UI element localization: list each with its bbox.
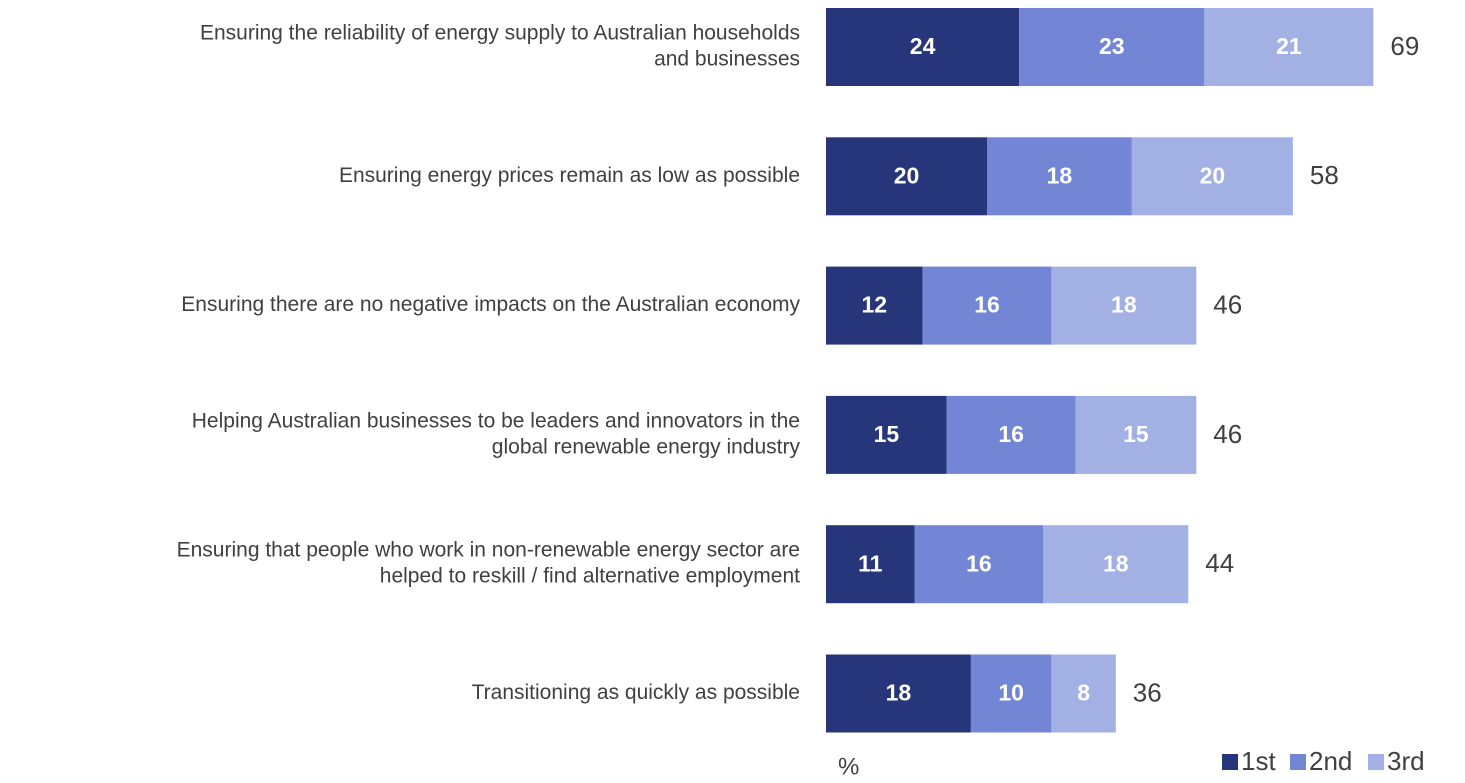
bar-segment — [987, 137, 1132, 216]
data-label: 20 — [894, 162, 920, 188]
total-label: 36 — [1133, 677, 1162, 707]
data-label: 8 — [1077, 680, 1090, 706]
category-label: global renewable energy industry — [492, 435, 801, 458]
bar-segment — [826, 525, 915, 604]
bar-segment — [922, 266, 1052, 345]
bar-segment — [1019, 8, 1205, 86]
data-label: 10 — [998, 680, 1024, 706]
data-label: 18 — [886, 680, 912, 706]
legend-label: 3rd — [1387, 746, 1425, 776]
data-label: 16 — [974, 292, 1000, 318]
bar-segment — [826, 266, 923, 345]
bar-segment — [1043, 525, 1189, 604]
total-label: 46 — [1213, 289, 1242, 319]
data-label: 11 — [858, 550, 883, 576]
data-label: 15 — [874, 421, 900, 447]
total-label: 44 — [1205, 548, 1234, 578]
data-label: 23 — [1099, 33, 1125, 59]
data-label: 21 — [1276, 33, 1302, 59]
bar-segment — [946, 395, 1076, 474]
data-label: 18 — [1111, 292, 1137, 318]
bar-segment — [1051, 266, 1197, 345]
bar-segment — [914, 525, 1044, 604]
total-label: 58 — [1310, 160, 1339, 190]
category-label: Transitioning as quickly as possible — [472, 681, 800, 704]
total-label: 69 — [1390, 31, 1419, 61]
data-label: 16 — [998, 421, 1024, 447]
data-label: 18 — [1047, 162, 1073, 188]
legend-swatch — [1368, 754, 1384, 770]
legend-label: 2nd — [1309, 746, 1352, 776]
data-label: 16 — [966, 550, 992, 576]
bar-segment — [826, 137, 987, 216]
category-label: Helping Australian businesses to be lead… — [192, 409, 800, 432]
legend-swatch — [1222, 754, 1238, 770]
category-label: Ensuring the reliability of energy suppl… — [200, 22, 800, 45]
data-label: 18 — [1103, 550, 1129, 576]
bar-segment — [1204, 8, 1374, 86]
bar-segment — [826, 8, 1020, 86]
bar-segment — [826, 654, 971, 733]
bar-segment — [1051, 654, 1116, 733]
category-label: Ensuring energy prices remain as low as … — [339, 164, 800, 187]
data-label: 12 — [862, 292, 888, 318]
category-label: helped to reskill / find alternative emp… — [380, 565, 800, 588]
data-label: 15 — [1123, 421, 1149, 447]
bar-segment — [970, 654, 1052, 733]
bar-segment — [1075, 395, 1197, 474]
total-label: 46 — [1213, 419, 1242, 449]
category-label: and businesses — [654, 48, 800, 71]
data-label: 24 — [910, 33, 936, 59]
bar-segment — [1131, 137, 1293, 216]
bar-segment — [826, 395, 947, 474]
data-label: 20 — [1200, 162, 1226, 188]
legend-label: 1st — [1241, 746, 1276, 776]
category-label: Ensuring there are no negative impacts o… — [181, 293, 800, 316]
axis-label: % — [838, 753, 859, 780]
category-label: Ensuring that people who work in non-ren… — [177, 539, 800, 562]
legend-swatch — [1290, 754, 1306, 770]
